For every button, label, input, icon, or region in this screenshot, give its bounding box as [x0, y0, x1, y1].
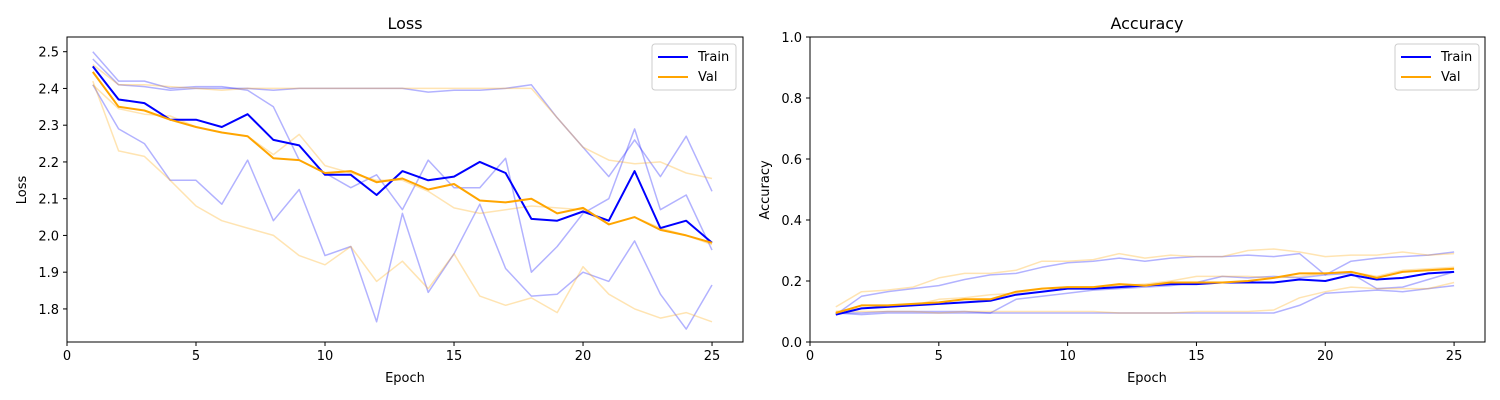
accuracy-legend: Train Val — [1394, 43, 1480, 91]
loss-legend: Train Val — [651, 43, 737, 91]
loss-x-tick-label: 20 — [575, 349, 592, 364]
loss-ytick-layer: 1.8 1.9 2.0 2.1 2.2 2.3 2.4 2.5 — [38, 46, 67, 318]
loss-legend-val-label: Val — [698, 70, 717, 85]
loss-axes-frame — [66, 36, 744, 343]
loss-legend-train-label: Train — [697, 50, 729, 65]
accuracy-series-run-2-line — [835, 251, 1455, 316]
accuracy-series-run-6-line — [835, 281, 1455, 314]
accuracy-x-tick-label: 10 — [1059, 349, 1076, 364]
accuracy-legend-val-label: Val — [1441, 70, 1460, 85]
loss-xtick-layer: 0 5 10 15 20 25 — [63, 342, 720, 364]
accuracy-legend-box — [1394, 43, 1480, 91]
accuracy-series-run-3-line — [835, 284, 1455, 316]
loss-chart: 0 5 10 15 20 25 1.8 1.9 2.0 2.1 2.2 2.3 2.4 2.5 Loss… — [15, 14, 744, 386]
accuracy-xtick-layer: 0 5 10 15 20 25 — [806, 342, 1462, 364]
accuracy-x-tick-label: 15 — [1188, 349, 1205, 364]
accuracy-y-tick-label: 0.4 — [781, 214, 802, 229]
accuracy-series-run-4-line — [835, 271, 1455, 314]
accuracy-y-tick-label: 1.0 — [781, 31, 802, 46]
loss-y-tick-label: 2.0 — [38, 229, 59, 244]
loss-x-tick-label: 10 — [317, 349, 334, 364]
loss-series-run-5-line — [92, 64, 713, 180]
loss-x-tick-label: 0 — [63, 349, 71, 364]
loss-x-tick-label: 5 — [192, 349, 200, 364]
loss-y-tick-label: 2.4 — [38, 82, 59, 97]
accuracy-y-tick-label: 0.6 — [781, 153, 802, 168]
accuracy-series-run-5-line — [835, 248, 1455, 308]
loss-legend-box — [651, 43, 737, 91]
loss-series-val-line — [91, 71, 713, 244]
accuracy-ytick-layer: 0.0 0.2 0.4 0.6 0.8 1.0 — [781, 31, 810, 351]
accuracy-series-val-line — [835, 267, 1455, 314]
accuracy-y-tick-label: 0.8 — [781, 92, 802, 107]
loss-x-tick-label: 25 — [704, 349, 721, 364]
accuracy-legend-train-label: Train — [1440, 50, 1472, 65]
loss-series-train-line — [92, 65, 713, 244]
accuracy-x-tick-label: 5 — [935, 349, 943, 364]
accuracy-chart: 0 5 10 15 20 25 0.0 0.2 0.4 0.6 0.8 1.0 Accuracy E… — [758, 14, 1486, 386]
loss-y-tick-label: 2.3 — [38, 119, 59, 134]
accuracy-x-tick-label: 0 — [806, 349, 814, 364]
loss-x-axis-label: Epoch — [385, 371, 425, 386]
loss-chart-title: Loss — [387, 14, 422, 33]
accuracy-y-axis-label: Accuracy — [758, 160, 773, 220]
accuracy-series-layer — [835, 248, 1455, 316]
loss-series-run-3-line — [92, 84, 713, 330]
loss-y-tick-label: 2.2 — [38, 156, 59, 171]
loss-y-tick-label: 2.1 — [38, 193, 59, 208]
loss-y-axis-label: Loss — [15, 176, 30, 205]
accuracy-x-axis-label: Epoch — [1127, 371, 1167, 386]
accuracy-y-tick-label: 0.2 — [781, 275, 802, 290]
loss-y-tick-label: 1.9 — [38, 266, 59, 281]
loss-series-run-2-line — [92, 51, 713, 273]
loss-y-tick-label: 1.8 — [38, 303, 59, 318]
accuracy-axes-frame — [809, 36, 1486, 343]
loss-series-run-4-line — [92, 58, 713, 192]
accuracy-x-tick-label: 25 — [1446, 349, 1463, 364]
accuracy-y-tick-label: 0.0 — [781, 336, 802, 351]
accuracy-x-tick-label: 20 — [1317, 349, 1334, 364]
loss-y-tick-label: 2.5 — [38, 46, 59, 61]
loss-series-layer — [91, 51, 713, 330]
loss-series-run-6-line — [92, 80, 713, 323]
loss-x-tick-label: 15 — [446, 349, 463, 364]
accuracy-chart-title: Accuracy — [1110, 14, 1183, 33]
